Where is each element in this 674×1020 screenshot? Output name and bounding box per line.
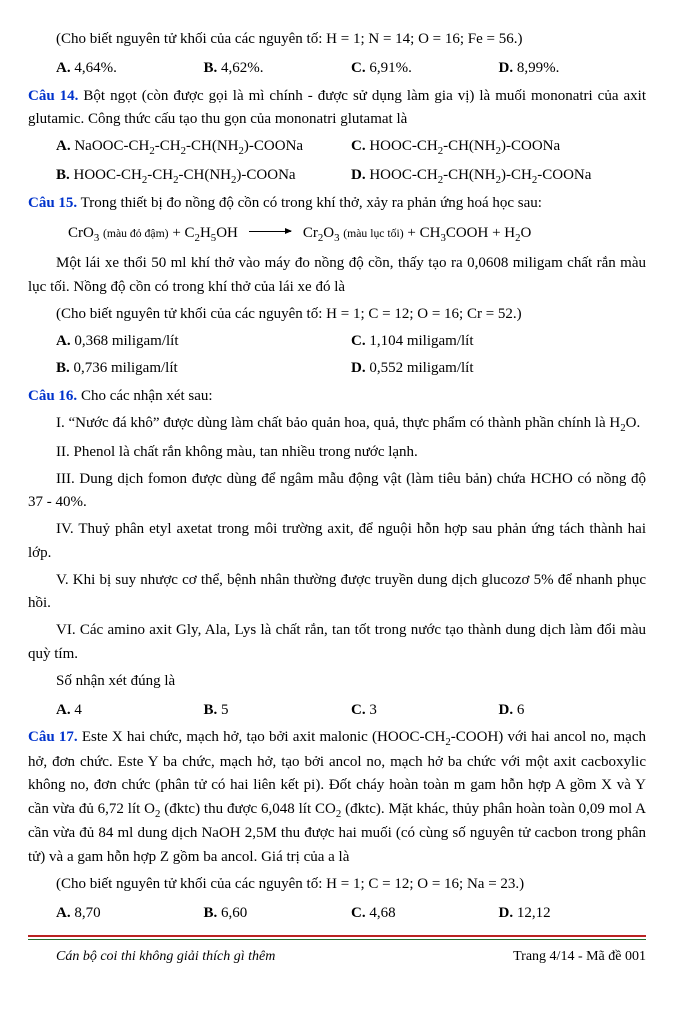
q17-b-text: 6,60 xyxy=(221,905,247,921)
q16-c-text: 3 xyxy=(369,702,377,718)
q16-vi: VI. Các amino axit Gly, Ala, Lys là chất… xyxy=(28,619,646,666)
q14-opt-d: D. HOOC-CH2-CH(NH2)-CH2-COONa xyxy=(351,164,646,189)
q16-options: A. 4 B. 5 C. 3 D. 6 xyxy=(56,699,646,722)
q13-c-text: 6,91%. xyxy=(369,60,412,76)
q15-row-bd: B. 0,736 miligam/lít D. 0,552 miligam/lí… xyxy=(56,357,646,380)
q17-opt-b: B. 6,60 xyxy=(204,902,352,925)
footer-right: Trang 4/14 - Mã đề 001 xyxy=(513,946,646,968)
footer-rule-top xyxy=(28,935,646,937)
q16-label: Câu 16. xyxy=(28,388,77,404)
q15-body: Một lái xe thổi 50 ml khí thở vào máy đo… xyxy=(28,252,646,299)
q15-opt-d: D. 0,552 miligam/lít xyxy=(351,357,646,380)
q15-eq-left: CrO3 xyxy=(68,225,103,241)
arrow-icon xyxy=(249,231,291,232)
q17-opt-d: D. 12,12 xyxy=(499,902,647,925)
q14-label: Câu 14. xyxy=(28,88,78,104)
q13-d-text: 8,99%. xyxy=(517,60,560,76)
q14-text: Bột ngọt (còn được gọi là mì chính - đượ… xyxy=(28,88,646,127)
q15-text: Trong thiết bị đo nồng độ cồn có trong k… xyxy=(77,195,542,211)
q17-c-text: 4,68 xyxy=(369,905,395,921)
footer-left: Cán bộ coi thi không giải thích gì thêm xyxy=(28,946,275,968)
q16-d-text: 6 xyxy=(517,702,525,718)
q13-note: (Cho biết nguyên tử khối của các nguyên … xyxy=(56,28,646,51)
q16-a-text: 4 xyxy=(74,702,82,718)
q15-d-text: 0,552 miligam/lít xyxy=(369,360,473,376)
q13-opt-c: C. 6,91%. xyxy=(351,57,499,80)
q14-body: Câu 14. Bột ngọt (còn được gọi là mì chí… xyxy=(28,85,646,132)
q14-c-text: HOOC-CH2-CH(NH2)-COONa xyxy=(369,138,560,154)
q16-b-text: 5 xyxy=(221,702,229,718)
q13-b-text: 4,62%. xyxy=(221,60,264,76)
q16-opt-a: A. 4 xyxy=(56,699,204,722)
q13-opt-d: D. 8,99%. xyxy=(499,57,647,80)
q15-a-text: 0,368 miligam/lít xyxy=(74,333,178,349)
q16-opt-c: C. 3 xyxy=(351,699,499,722)
q15-note: (Cho biết nguyên tử khối của các nguyên … xyxy=(56,303,646,326)
q17-note: (Cho biết nguyên tử khối của các nguyên … xyxy=(56,873,646,896)
page-footer: Cán bộ coi thi không giải thích gì thêm … xyxy=(28,935,646,968)
q16-ii: II. Phenol là chất rắn không màu, tan nh… xyxy=(28,441,646,464)
q15-c-text: 1,104 miligam/lít xyxy=(369,333,473,349)
q17-text: Este X hai chức, mạch hở, tạo bởi axit m… xyxy=(28,729,646,864)
q15-opt-a: A. 0,368 miligam/lít xyxy=(56,330,351,353)
q14-row-ac: A. NaOOC-CH2-CH2-CH(NH2)-COONa C. HOOC-C… xyxy=(56,135,646,160)
q14-a-text: NaOOC-CH2-CH2-CH(NH2)-COONa xyxy=(74,138,303,154)
q16-opt-d: D. 6 xyxy=(499,699,647,722)
q17-options: A. 8,70 B. 6,60 C. 4,68 D. 12,12 xyxy=(56,902,646,925)
q15-eq-plus2: + CH3COOH + H2O xyxy=(404,225,532,241)
q16-text: Cho các nhận xét sau: xyxy=(77,388,212,404)
q14-d-text: HOOC-CH2-CH(NH2)-CH2-COONa xyxy=(369,167,591,183)
q16-v: V. Khi bị suy nhược cơ thể, bệnh nhân th… xyxy=(28,569,646,616)
q15-stem: Câu 15. Trong thiết bị đo nồng độ cồn có… xyxy=(28,192,646,215)
q14-opt-b: B. HOOC-CH2-CH2-CH(NH2)-COONa xyxy=(56,164,351,189)
q16-opt-b: B. 5 xyxy=(204,699,352,722)
q14-row-bd: B. HOOC-CH2-CH2-CH(NH2)-COONa D. HOOC-CH… xyxy=(56,164,646,189)
q17-opt-c: C. 4,68 xyxy=(351,902,499,925)
q14-b-text: HOOC-CH2-CH2-CH(NH2)-COONa xyxy=(74,167,296,183)
q17-opt-a: A. 8,70 xyxy=(56,902,204,925)
q14-opt-a: A. NaOOC-CH2-CH2-CH(NH2)-COONa xyxy=(56,135,351,160)
q13-a-text: 4,64%. xyxy=(74,60,117,76)
q17-a-text: 8,70 xyxy=(74,905,100,921)
footer-rule-bottom xyxy=(28,939,646,940)
q16-ask: Số nhận xét đúng là xyxy=(28,670,646,693)
q15-eq-right-note: (màu lục tối) xyxy=(343,227,403,240)
q13-opt-a: A. 4,64%. xyxy=(56,57,204,80)
q15-label: Câu 15. xyxy=(28,195,77,211)
q13-opt-b: B. 4,62%. xyxy=(204,57,352,80)
q15-opt-b: B. 0,736 miligam/lít xyxy=(56,357,351,380)
q16-i: I. “Nước đá khô” được dùng làm chất bảo … xyxy=(28,412,646,437)
q13-options: A. 4,64%. B. 4,62%. C. 6,91%. D. 8,99%. xyxy=(56,57,646,80)
q16-stem: Câu 16. Cho các nhận xét sau: xyxy=(28,385,646,408)
q15-eq-left-note: (màu đỏ đậm) xyxy=(103,227,169,240)
q15-opt-c: C. 1,104 miligam/lít xyxy=(351,330,646,353)
q17-label: Câu 17. xyxy=(28,729,78,745)
q16-iii: III. Dung dịch fomon được dùng để ngâm m… xyxy=(28,468,646,515)
q17-d-text: 12,12 xyxy=(517,905,551,921)
q15-eq-right: Cr2O3 xyxy=(303,225,343,241)
q15-equation: CrO3 (màu đỏ đậm) + C2H5OH Cr2O3 (màu lụ… xyxy=(68,222,646,247)
q16-iv: IV. Thuỷ phân etyl axetat trong môi trườ… xyxy=(28,518,646,565)
q15-row-ac: A. 0,368 miligam/lít C. 1,104 miligam/lí… xyxy=(56,330,646,353)
q14-opt-c: C. HOOC-CH2-CH(NH2)-COONa xyxy=(351,135,646,160)
q17-body: Câu 17. Este X hai chức, mạch hở, tạo bở… xyxy=(28,726,646,868)
q15-b-text: 0,736 miligam/lít xyxy=(74,360,178,376)
q15-eq-plus1: + C2H5OH xyxy=(169,225,238,241)
